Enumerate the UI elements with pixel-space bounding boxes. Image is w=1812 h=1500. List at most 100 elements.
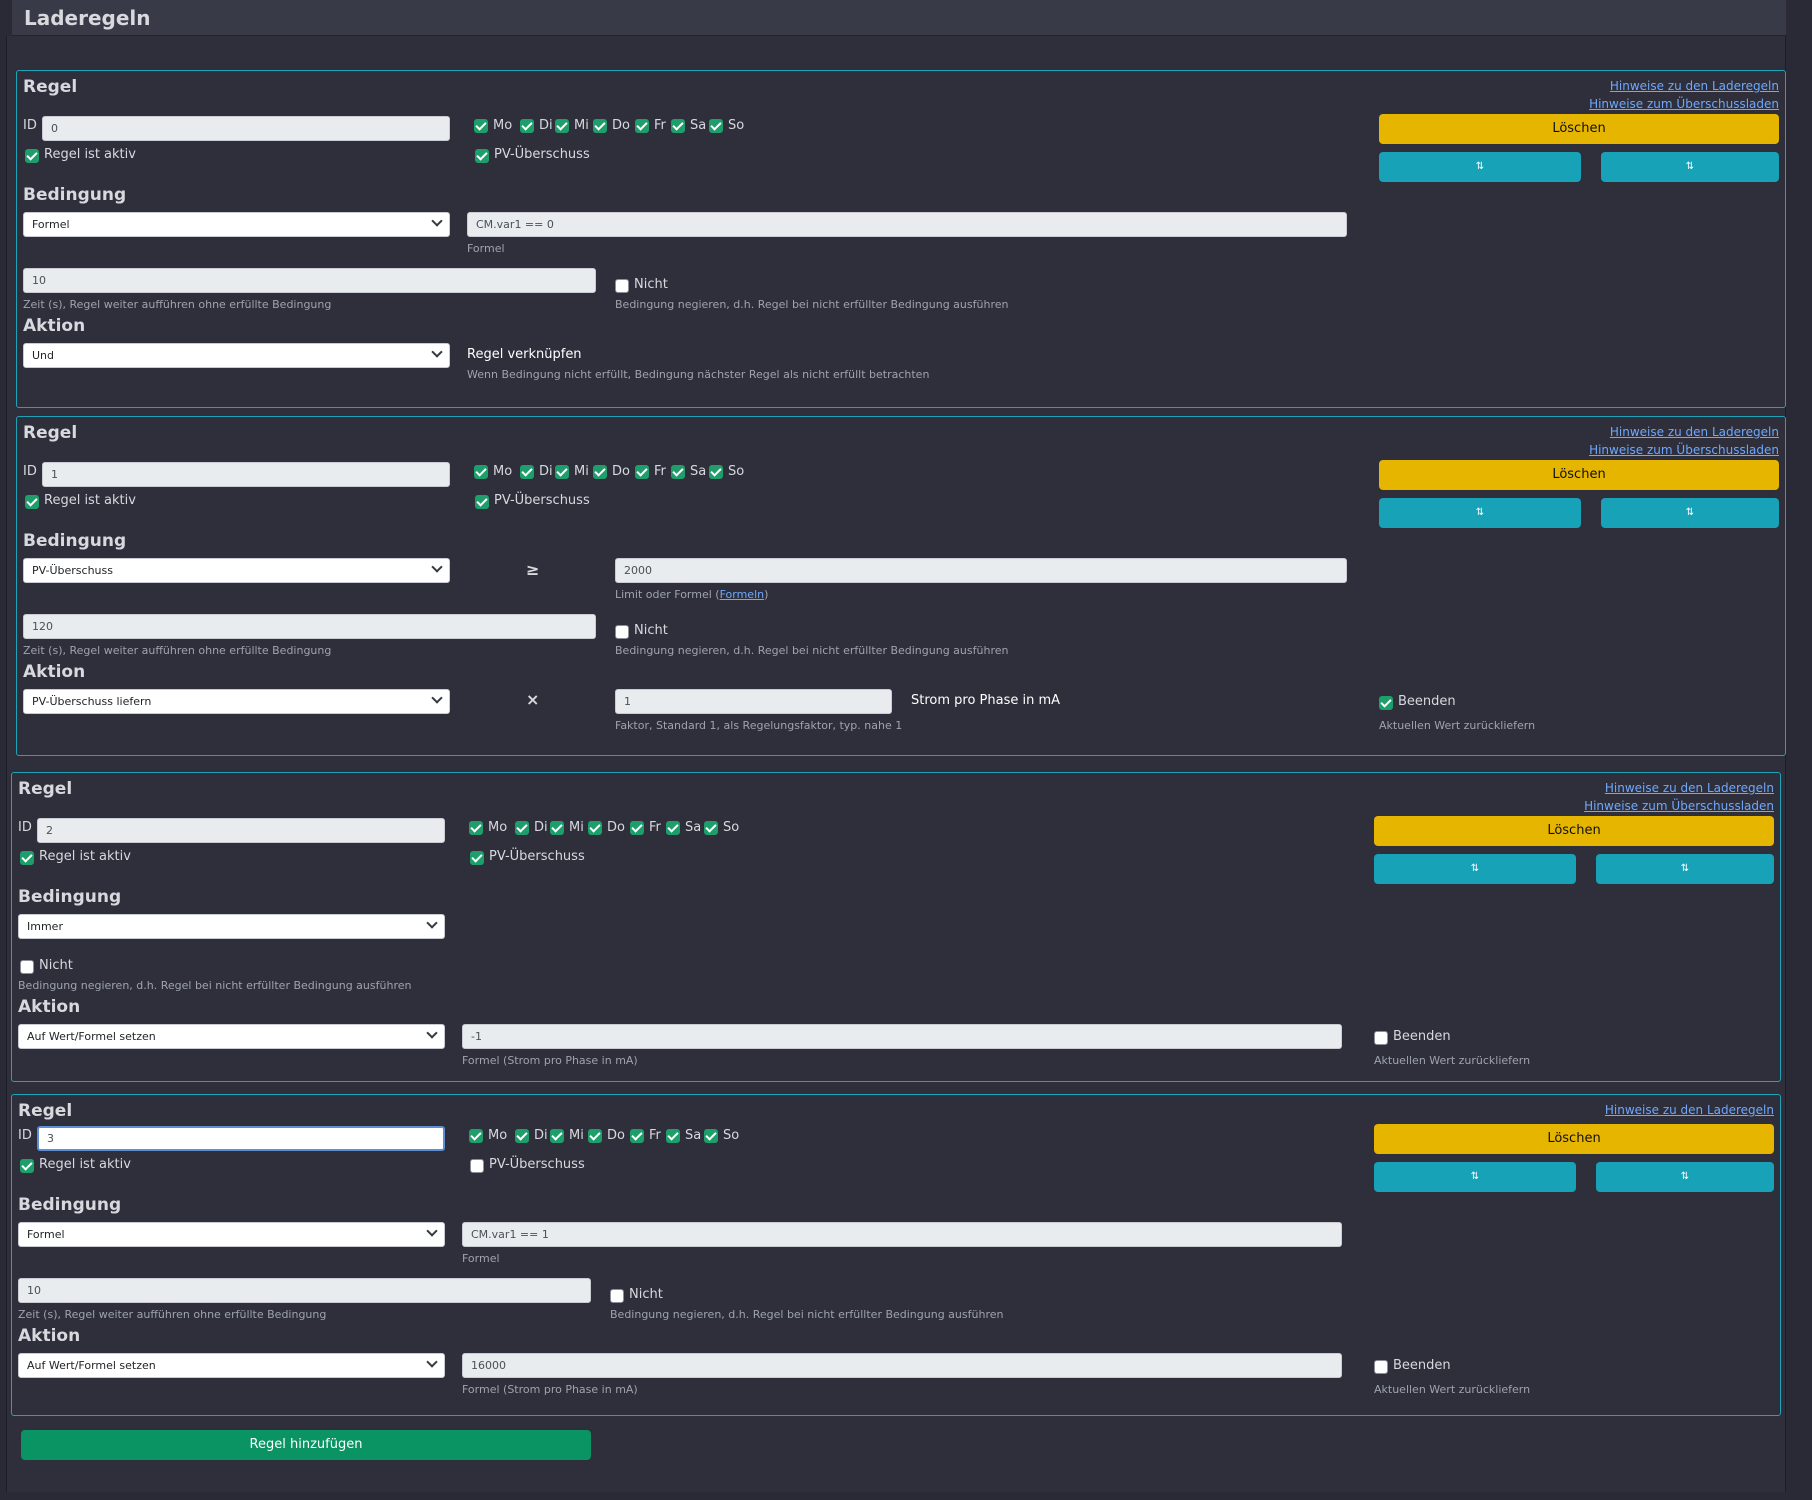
link-surplus-hints[interactable]: Hinweise zum Überschussladen (1589, 97, 1779, 111)
not-help: Bedingung negieren, d.h. Regel bei nicht… (615, 644, 1009, 657)
value-input[interactable]: -1 (462, 1024, 1342, 1049)
rule-heading: Regel (23, 423, 78, 443)
delete-button[interactable]: Löschen (1379, 114, 1779, 144)
active-label: Regel ist aktiv (39, 849, 131, 864)
active-checkbox[interactable] (25, 495, 39, 509)
move-up-button[interactable]: ⇅ (1379, 498, 1581, 528)
day-checkbox[interactable] (630, 821, 644, 835)
id-label: ID (23, 464, 37, 479)
link-surplus-hints[interactable]: Hinweise zum Überschussladen (1589, 443, 1779, 457)
move-down-button[interactable]: ⇅ (1596, 854, 1774, 884)
day-checkbox[interactable] (550, 821, 564, 835)
link-rules-hints[interactable]: Hinweise zu den Laderegeln (1609, 425, 1779, 439)
rule-heading: Regel (23, 77, 78, 97)
add-rule-button[interactable]: Regel hinzufügen (21, 1430, 591, 1460)
delete-button[interactable]: Löschen (1374, 816, 1774, 846)
day-checkbox[interactable] (671, 465, 685, 479)
day-checkbox[interactable] (520, 465, 534, 479)
formula-input[interactable]: CM.var1 == 1 (462, 1222, 1342, 1247)
active-checkbox[interactable] (20, 1159, 34, 1173)
day-checkbox[interactable] (704, 1129, 718, 1143)
condition-heading: Bedingung (18, 887, 122, 907)
active-checkbox[interactable] (20, 851, 34, 865)
condition-select[interactable]: Formel (18, 1222, 445, 1247)
link-rules-hints[interactable]: Hinweise zu den Laderegeln (1609, 79, 1779, 93)
day-checkbox[interactable] (704, 821, 718, 835)
day-checkbox[interactable] (635, 465, 649, 479)
day-checkbox[interactable] (593, 119, 607, 133)
condition-select[interactable]: Immer (18, 914, 445, 939)
move-up-button[interactable]: ⇅ (1374, 854, 1576, 884)
day-checkbox[interactable] (520, 119, 534, 133)
day-checkbox[interactable] (555, 119, 569, 133)
move-up-button[interactable]: ⇅ (1374, 1162, 1576, 1192)
pv-checkbox[interactable] (470, 1159, 484, 1173)
move-down-button[interactable]: ⇅ (1601, 498, 1779, 528)
day-checkbox[interactable] (550, 1129, 564, 1143)
rule-id-input[interactable]: 1 (42, 462, 450, 487)
action-select[interactable]: Und (23, 343, 450, 368)
day-checkbox[interactable] (709, 465, 723, 479)
page-title: Laderegeln (24, 6, 151, 30)
link-rules-hints[interactable]: Hinweise zu den Laderegeln (1604, 781, 1774, 795)
day-checkbox[interactable] (666, 1129, 680, 1143)
pv-checkbox[interactable] (475, 495, 489, 509)
day-checkbox[interactable] (474, 119, 488, 133)
not-help: Bedingung negieren, d.h. Regel bei nicht… (18, 979, 412, 992)
rule-heading: Regel (18, 779, 73, 799)
action-select[interactable]: Auf Wert/Formel setzen (18, 1353, 445, 1378)
link-rules-hints[interactable]: Hinweise zu den Laderegeln (1604, 1103, 1774, 1117)
condition-select[interactable]: Formel (23, 212, 450, 237)
pv-checkbox[interactable] (470, 851, 484, 865)
day-checkbox[interactable] (635, 119, 649, 133)
limit-input[interactable]: 2000 (615, 558, 1347, 583)
end-checkbox[interactable] (1374, 1031, 1388, 1045)
day-checkbox[interactable] (593, 465, 607, 479)
factor-input[interactable]: 1 (615, 689, 892, 714)
action-select[interactable]: PV-Überschuss liefern (23, 689, 450, 714)
not-checkbox[interactable] (20, 960, 34, 974)
chevron-down-icon (426, 917, 438, 929)
rule-id-input[interactable]: 3 (37, 1126, 445, 1151)
delete-button[interactable]: Löschen (1379, 460, 1779, 490)
pv-checkbox[interactable] (475, 149, 489, 163)
day-checkbox[interactable] (469, 1129, 483, 1143)
action-heading: Aktion (18, 1326, 81, 1346)
active-label: Regel ist aktiv (39, 1157, 131, 1172)
rule-id-input[interactable]: 0 (42, 116, 450, 141)
condition-heading: Bedingung (18, 1195, 122, 1215)
end-label: Beenden (1398, 694, 1456, 709)
end-checkbox[interactable] (1379, 696, 1393, 710)
move-up-button[interactable]: ⇅ (1379, 152, 1581, 182)
value-input[interactable]: 16000 (462, 1353, 1342, 1378)
move-down-button[interactable]: ⇅ (1601, 152, 1779, 182)
not-checkbox[interactable] (610, 1289, 624, 1303)
day-checkbox[interactable] (666, 821, 680, 835)
rule-id-input[interactable]: 2 (37, 818, 445, 843)
day-checkbox[interactable] (555, 465, 569, 479)
move-down-button[interactable]: ⇅ (1596, 1162, 1774, 1192)
time-input[interactable]: 120 (23, 614, 596, 639)
day-checkbox[interactable] (515, 821, 529, 835)
day-checkbox[interactable] (474, 465, 488, 479)
link-surplus-hints[interactable]: Hinweise zum Überschussladen (1584, 799, 1774, 813)
day-checkbox[interactable] (469, 821, 483, 835)
day-checkbox[interactable] (588, 1129, 602, 1143)
day-checkbox[interactable] (630, 1129, 644, 1143)
formula-input[interactable]: CM.var1 == 0 (467, 212, 1347, 237)
time-input[interactable]: 10 (18, 1278, 591, 1303)
time-input[interactable]: 10 (23, 268, 596, 293)
condition-select[interactable]: PV-Überschuss (23, 558, 450, 583)
action-select[interactable]: Auf Wert/Formel setzen (18, 1024, 445, 1049)
day-checkbox[interactable] (709, 119, 723, 133)
delete-button[interactable]: Löschen (1374, 1124, 1774, 1154)
day-checkbox[interactable] (671, 119, 685, 133)
day-checkbox[interactable] (588, 821, 602, 835)
end-checkbox[interactable] (1374, 1360, 1388, 1374)
formulas-link[interactable]: Formeln (719, 588, 765, 601)
not-checkbox[interactable] (615, 625, 629, 639)
not-checkbox[interactable] (615, 279, 629, 293)
day-checkbox[interactable] (515, 1129, 529, 1143)
chevron-down-icon (431, 346, 443, 358)
active-checkbox[interactable] (25, 149, 39, 163)
